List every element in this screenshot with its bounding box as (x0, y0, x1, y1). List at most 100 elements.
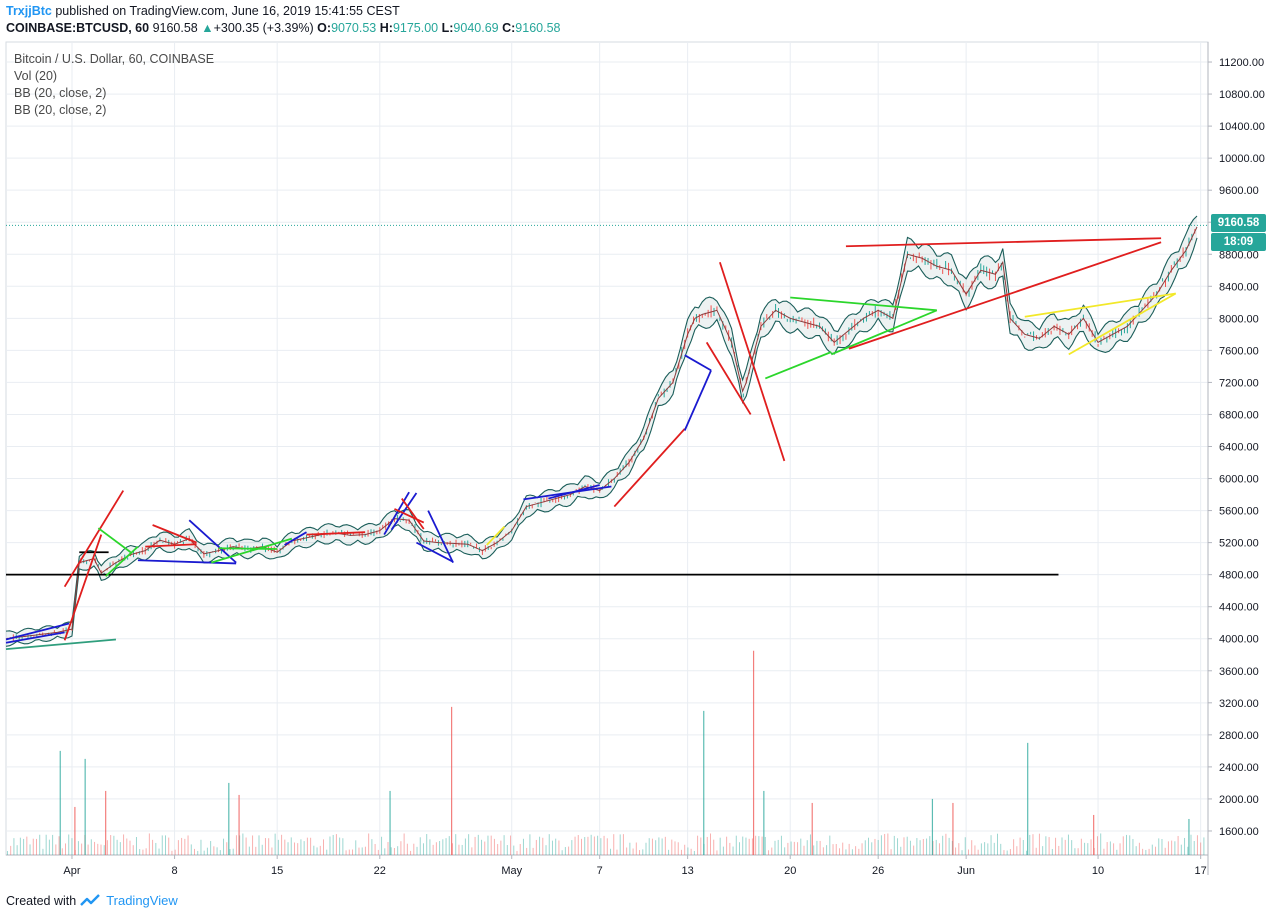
trend-line (306, 531, 366, 536)
y-tick-label: 1600.00 (1219, 826, 1259, 838)
y-tick-label: 4400.00 (1219, 602, 1259, 614)
trend-line (218, 547, 278, 550)
y-tick-label: 5200.00 (1219, 538, 1259, 550)
current-price-tag: 9160.58 (1211, 214, 1266, 232)
legend-title[interactable]: Bitcoin / U.S. Dollar, 60, COINBASE (14, 52, 215, 66)
y-tick-label: 2800.00 (1219, 730, 1259, 742)
trend-line (1024, 292, 1176, 318)
y-tick-label: 8000.00 (1219, 313, 1259, 325)
x-tick-label: 15 (271, 865, 283, 877)
y-tick-label: 8800.00 (1219, 249, 1259, 261)
open-label: O: (317, 21, 332, 35)
y-tick-label: 7600.00 (1219, 345, 1259, 357)
x-tick-label: Apr (63, 865, 80, 877)
high-label: H: (379, 21, 393, 35)
x-tick-label: 26 (872, 865, 884, 877)
trend-line (63, 534, 103, 641)
x-tick-label: May (501, 865, 522, 877)
y-tick-label: 3200.00 (1219, 698, 1259, 710)
y-tick-label: 6800.00 (1219, 409, 1259, 421)
legend-volume[interactable]: Vol (20) (14, 69, 58, 83)
x-tick-label: 13 (681, 865, 693, 877)
trend-line (284, 531, 307, 546)
change-up-icon: ▲ (201, 21, 214, 35)
symbol-label: COINBASE:BTCUSD, 60 (6, 21, 150, 35)
trend-line (1068, 292, 1177, 356)
bollinger-upper (5, 215, 1198, 634)
trend-line (416, 541, 454, 563)
bar-countdown-tag: 18:09 (1211, 233, 1266, 251)
trend-line (390, 492, 418, 531)
indicator-legend: Bitcoin / U.S. Dollar, 60, COINBASE Vol … (14, 51, 214, 119)
author-name[interactable]: TrxjjBtc (6, 4, 52, 18)
trend-line (210, 537, 293, 564)
y-tick-label: 9600.00 (1219, 185, 1259, 197)
trend-line (97, 527, 132, 553)
trend-line (613, 428, 686, 508)
x-tick-label: 8 (172, 865, 178, 877)
trend-line (63, 490, 125, 588)
close-value: 9160.58 (515, 21, 561, 35)
open-value: 9070.53 (331, 21, 377, 35)
y-tick-label: 10400.00 (1219, 121, 1265, 133)
trend-line (152, 524, 197, 544)
trend-line (188, 519, 237, 564)
y-tick-label: 4000.00 (1219, 634, 1259, 646)
trend-line (848, 241, 1162, 350)
trend-line (383, 491, 410, 536)
close-label: C: (502, 21, 516, 35)
trend-line (145, 543, 197, 548)
y-tick-label: 5600.00 (1219, 506, 1259, 518)
trend-line (5, 622, 70, 641)
y-tick-label: 4800.00 (1219, 570, 1259, 582)
plot-area (5, 41, 1209, 856)
legend-bb-1[interactable]: BB (20, close, 2) (14, 86, 107, 100)
created-with-label: Created with (6, 893, 77, 908)
publish-info: published on TradingView.com, June 16, 2… (55, 4, 400, 18)
y-tick-label: 10800.00 (1219, 89, 1265, 101)
high-value: 9175.00 (392, 21, 439, 35)
y-tick-label: 7200.00 (1219, 377, 1259, 389)
trend-line (764, 351, 832, 380)
trend-line (719, 261, 786, 462)
y-tick-label: 6000.00 (1219, 474, 1259, 486)
low-label: L: (441, 21, 454, 35)
y-tick-label: 6400.00 (1219, 441, 1259, 453)
trend-line (684, 354, 712, 372)
trend-line (548, 484, 600, 500)
x-tick-label: 20 (784, 865, 796, 877)
trend-line (5, 631, 65, 644)
x-tick-label: 7 (597, 865, 603, 877)
trend-line (830, 309, 938, 356)
tradingview-logo-icon (80, 894, 101, 906)
trend-line (394, 508, 425, 524)
bollinger-basis (5, 226, 1198, 640)
footer: Created with TradingView (6, 893, 178, 908)
last-price: 9160.58 (152, 21, 198, 35)
x-tick-label: 22 (374, 865, 386, 877)
trend-line (401, 498, 425, 530)
trend-line (790, 296, 937, 312)
y-tick-label: 11200.00 (1219, 57, 1264, 69)
x-tick-label: Jun (957, 865, 975, 877)
trend-line (105, 545, 139, 577)
x-tick-label: 17 (1195, 865, 1207, 877)
trend-line (486, 525, 506, 546)
trend-line (683, 370, 712, 431)
trend-line (705, 341, 752, 415)
trend-line (845, 237, 1162, 248)
change-value: +300.35 (+3.39%) (213, 21, 314, 35)
trend-line (427, 510, 454, 564)
tradingview-brand[interactable]: TradingView (106, 893, 178, 908)
chart-header: TrxjjBtc published on TradingView.com, J… (6, 3, 560, 37)
x-tick-label: 10 (1092, 865, 1104, 877)
legend-bb-2[interactable]: BB (20, close, 2) (14, 103, 107, 117)
y-tick-label: 3600.00 (1219, 666, 1259, 678)
trend-line (137, 559, 237, 565)
trend-line (5, 638, 117, 651)
y-tick-label: 8400.00 (1219, 281, 1259, 293)
low-value: 9040.69 (453, 21, 499, 35)
y-tick-label: 2400.00 (1219, 762, 1259, 774)
y-tick-label: 10000.00 (1219, 153, 1265, 165)
